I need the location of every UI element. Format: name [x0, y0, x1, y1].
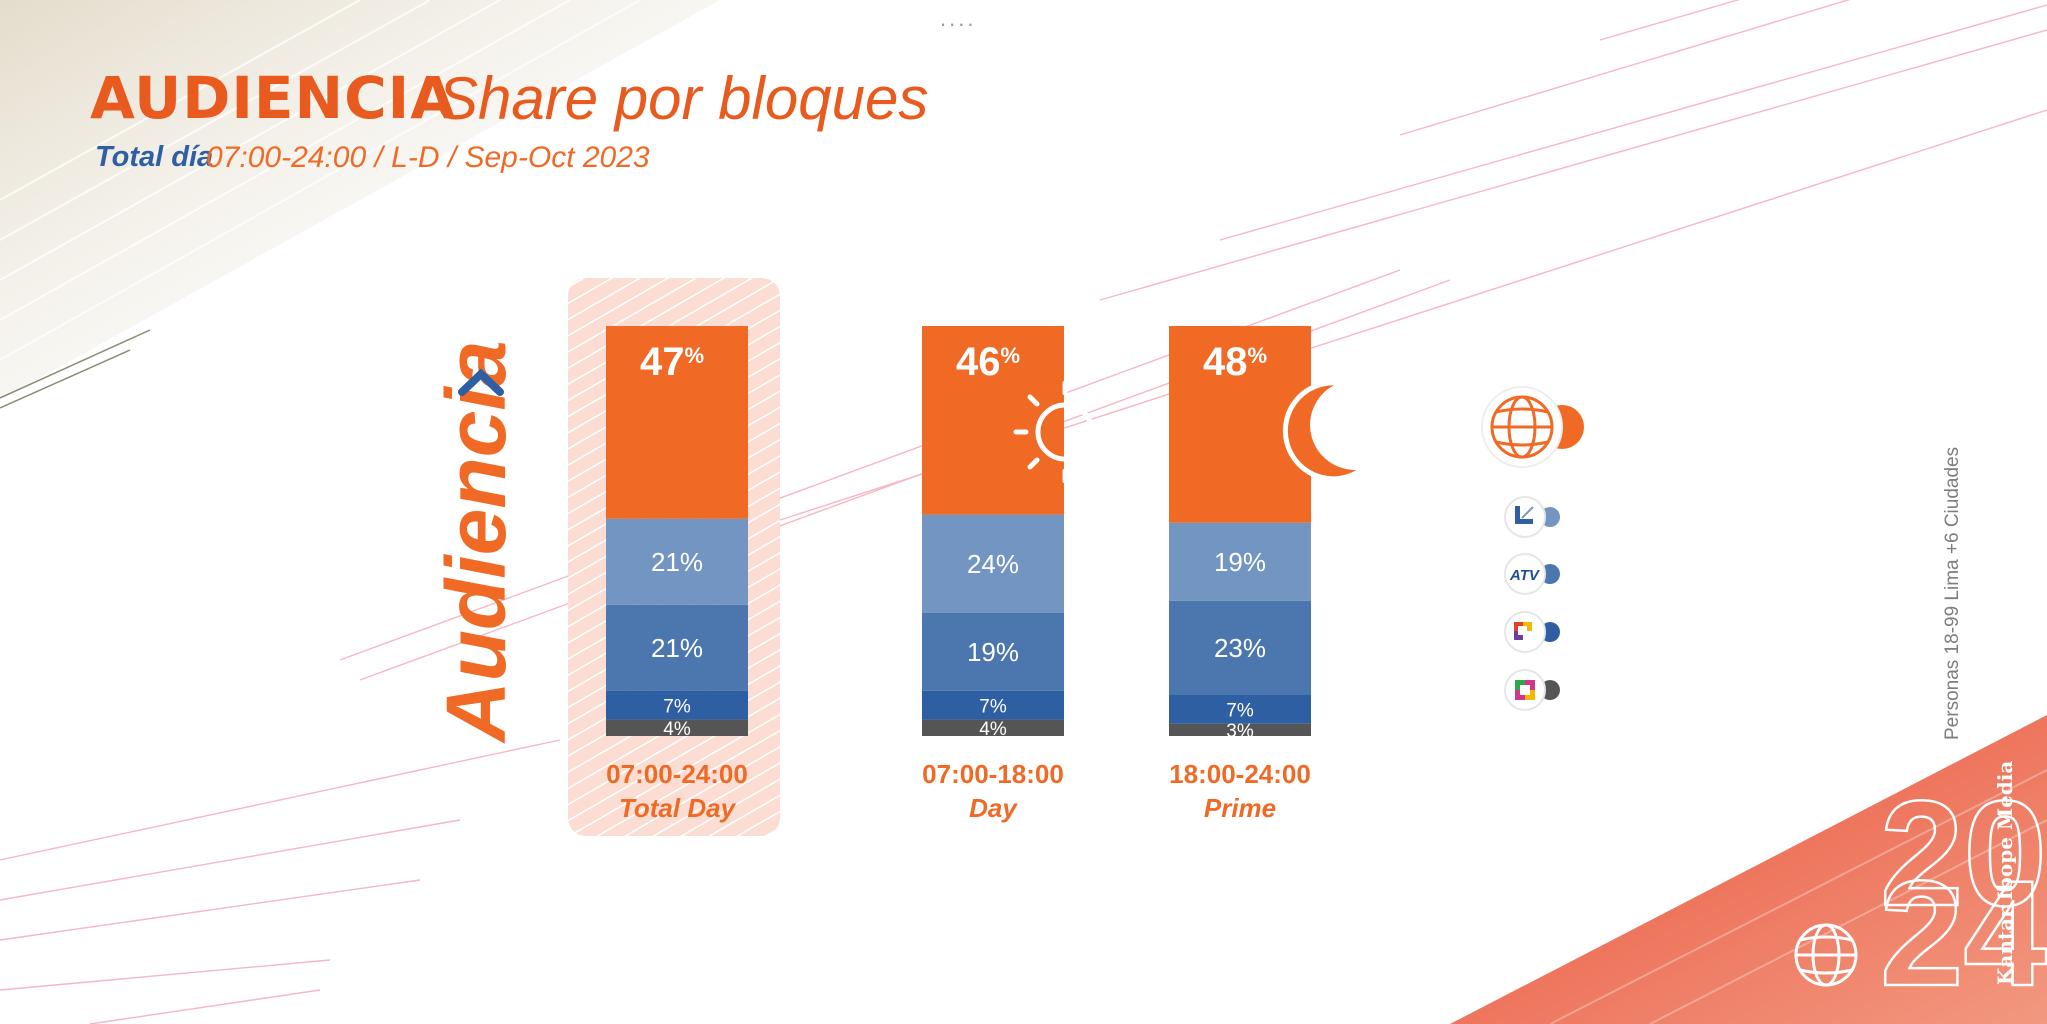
panamericana-logo-icon [1514, 622, 1532, 640]
bar-globe-1 [606, 326, 748, 519]
corner-stripes [0, 0, 641, 361]
bar-panamericana-1 [606, 690, 748, 720]
legend-item-atv: ATV [1504, 553, 1560, 595]
bar-label-panamericana-2: 7% [979, 696, 1007, 717]
year-bottom: 24 [1880, 849, 2047, 1017]
legend-item-tvperu [1504, 669, 1560, 711]
legend: ATV [1481, 386, 1584, 711]
moon-icon [1282, 380, 1368, 482]
subheading-label: Total día [95, 141, 214, 173]
page-subtitle: Share por bloques [438, 65, 929, 132]
bar-latina-2 [922, 514, 1064, 613]
bar-label-tv-peru-3: 3% [1226, 721, 1254, 742]
legend-item-panamericana [1504, 611, 1560, 653]
legend-item-latina [1504, 496, 1560, 538]
bar-atv-1 [606, 604, 748, 691]
bar-label-latina-2: 24% [967, 549, 1019, 579]
bar-label-latina-3: 19% [1214, 547, 1266, 577]
category-label-1: 07:00-24:00 [606, 759, 748, 789]
bar-label-atv-2: 19% [967, 637, 1019, 667]
credit-text: Personas 18-99 Lima +6 Ciudades [1942, 446, 1963, 740]
bar-latina-1 [606, 518, 748, 605]
globe-icon [1490, 395, 1554, 459]
atv-logo-icon: ATV [1509, 567, 1541, 584]
source-text: Kantar Ibope Media [1993, 760, 2017, 985]
bar-panamericana-2 [922, 690, 1064, 720]
tvperu-logo-icon [1515, 680, 1535, 700]
category-sublabel-1: Total Day [619, 793, 737, 823]
bar-label-tv-peru-2: 4% [979, 719, 1007, 740]
stacked-bar-chart: 4%7%21%21%47%4%7%19%24%46%3%7%23%19%48% … [568, 278, 1311, 836]
footer-globe-icon [1794, 923, 1858, 987]
category-label-3: 18:00-24:00 [1169, 759, 1311, 789]
bar-latina-3 [1169, 522, 1311, 601]
bar-label-atv-3: 23% [1214, 633, 1266, 663]
bar-label-latina-1: 21% [651, 547, 703, 577]
bar-atv-3 [1169, 600, 1311, 695]
latina-logo-icon [1515, 506, 1534, 524]
bar-atv-2 [922, 613, 1064, 691]
year-top: 20 [1880, 769, 2047, 937]
bar-panamericana-3 [1169, 695, 1311, 724]
legend-item-globe [1481, 386, 1584, 468]
vertical-title: Audiencia [429, 341, 523, 744]
bar-tv-peru-3 [1169, 723, 1311, 736]
subheading-range: 07:00-24:00 / L-D / Sep-Oct 2023 [206, 141, 650, 174]
category-label-2: 07:00-18:00 [922, 759, 1064, 789]
bar-label-panamericana-3: 7% [1226, 700, 1254, 721]
bar-label-panamericana-1: 7% [663, 696, 691, 717]
bar-tv-peru-2 [922, 719, 1064, 736]
page-title: AUDIENCIA [90, 64, 457, 132]
bar-label-tv-peru-1: 4% [663, 719, 691, 740]
category-sublabel-3: Prime [1204, 793, 1276, 823]
sun-icon [1013, 380, 1117, 484]
chevron-up-icon [458, 368, 504, 396]
top-dots: .... [940, 6, 977, 31]
corner-red-shape [1450, 715, 2047, 1024]
bar-tv-peru-1 [606, 719, 748, 736]
bar-label-atv-1: 21% [651, 633, 703, 663]
category-sublabel-2: Day [969, 793, 1018, 823]
